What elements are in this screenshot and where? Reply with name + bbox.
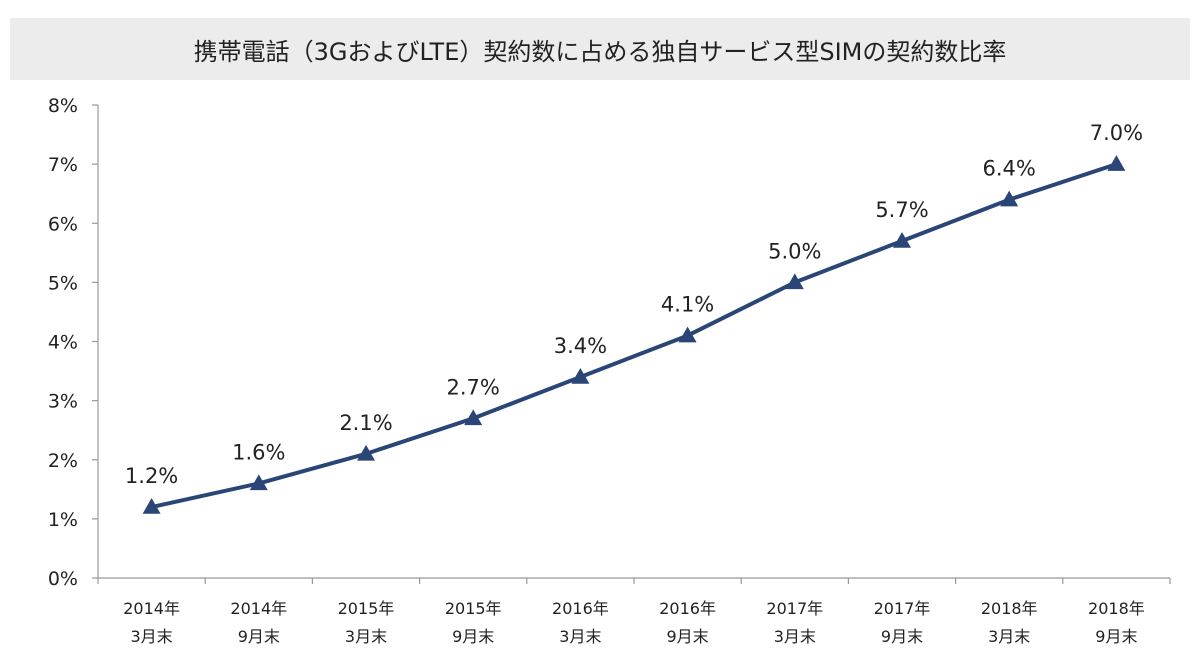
data-label: 3.4% xyxy=(554,334,607,358)
x-tick-label-month: 9月末 xyxy=(238,627,280,646)
x-tick-label-month: 9月末 xyxy=(452,627,494,646)
data-label: 1.6% xyxy=(232,440,285,464)
data-point-marker xyxy=(142,498,161,514)
chart-title-bar: 携帯電話（3GおよびLTE）契約数に占める独自サービス型SIMの契約数比率 xyxy=(10,18,1190,80)
x-tick-label-month: 3月末 xyxy=(559,627,601,646)
data-label: 7.0% xyxy=(1090,121,1143,145)
data-label: 6.4% xyxy=(983,157,1036,181)
x-tick-label-month: 3月末 xyxy=(988,627,1030,646)
data-label: 2.1% xyxy=(339,411,392,435)
x-tick-label-year: 2015年 xyxy=(338,599,395,618)
data-point-marker xyxy=(1107,155,1126,171)
y-tick-label: 1% xyxy=(48,509,78,531)
x-tick-label-year: 2017年 xyxy=(766,599,823,618)
x-tick-label-month: 3月末 xyxy=(131,627,173,646)
data-label: 5.0% xyxy=(768,239,821,263)
y-tick-label: 4% xyxy=(48,332,78,354)
x-tick-label-year: 2014年 xyxy=(230,599,287,618)
x-tick-label-year: 2015年 xyxy=(445,599,502,618)
data-point-marker xyxy=(893,231,911,248)
y-tick-label: 5% xyxy=(48,272,78,294)
y-tick-label: 0% xyxy=(48,568,78,590)
series-line xyxy=(151,162,1118,510)
data-point-marker xyxy=(571,367,590,384)
x-tick-label-year: 2017年 xyxy=(874,599,931,618)
x-tick-label-month: 3月末 xyxy=(345,627,387,646)
y-tick-label: 6% xyxy=(48,213,78,235)
data-point-marker xyxy=(464,409,483,426)
data-point-marker xyxy=(249,474,268,491)
x-tick-label-month: 9月末 xyxy=(1095,627,1137,646)
x-tick-label-month: 3月末 xyxy=(774,627,816,646)
x-tick-label-month: 9月末 xyxy=(667,627,709,646)
data-label: 2.7% xyxy=(447,375,500,399)
data-point-marker xyxy=(1000,190,1019,207)
x-tick-label-year: 2018年 xyxy=(1088,599,1145,618)
data-point-marker xyxy=(357,444,375,461)
y-tick-label: 7% xyxy=(48,154,78,176)
y-tick-label: 2% xyxy=(48,450,78,472)
x-tick-label-year: 2016年 xyxy=(659,599,716,618)
data-point-marker xyxy=(678,326,697,343)
data-label: 4.1% xyxy=(661,293,714,317)
x-tick-label-month: 9月末 xyxy=(881,627,923,646)
chart-title: 携帯電話（3GおよびLTE）契約数に占める独自サービス型SIMの契約数比率 xyxy=(193,37,1007,66)
data-point-marker xyxy=(785,273,804,290)
data-label: 1.2% xyxy=(125,464,178,488)
x-tick-label-year: 2014年 xyxy=(123,599,180,618)
y-tick-label: 8% xyxy=(48,95,78,117)
y-tick-label: 3% xyxy=(48,391,78,413)
data-label: 5.7% xyxy=(875,198,928,222)
x-tick-label-year: 2016年 xyxy=(552,599,609,618)
x-tick-label-year: 2018年 xyxy=(981,599,1038,618)
